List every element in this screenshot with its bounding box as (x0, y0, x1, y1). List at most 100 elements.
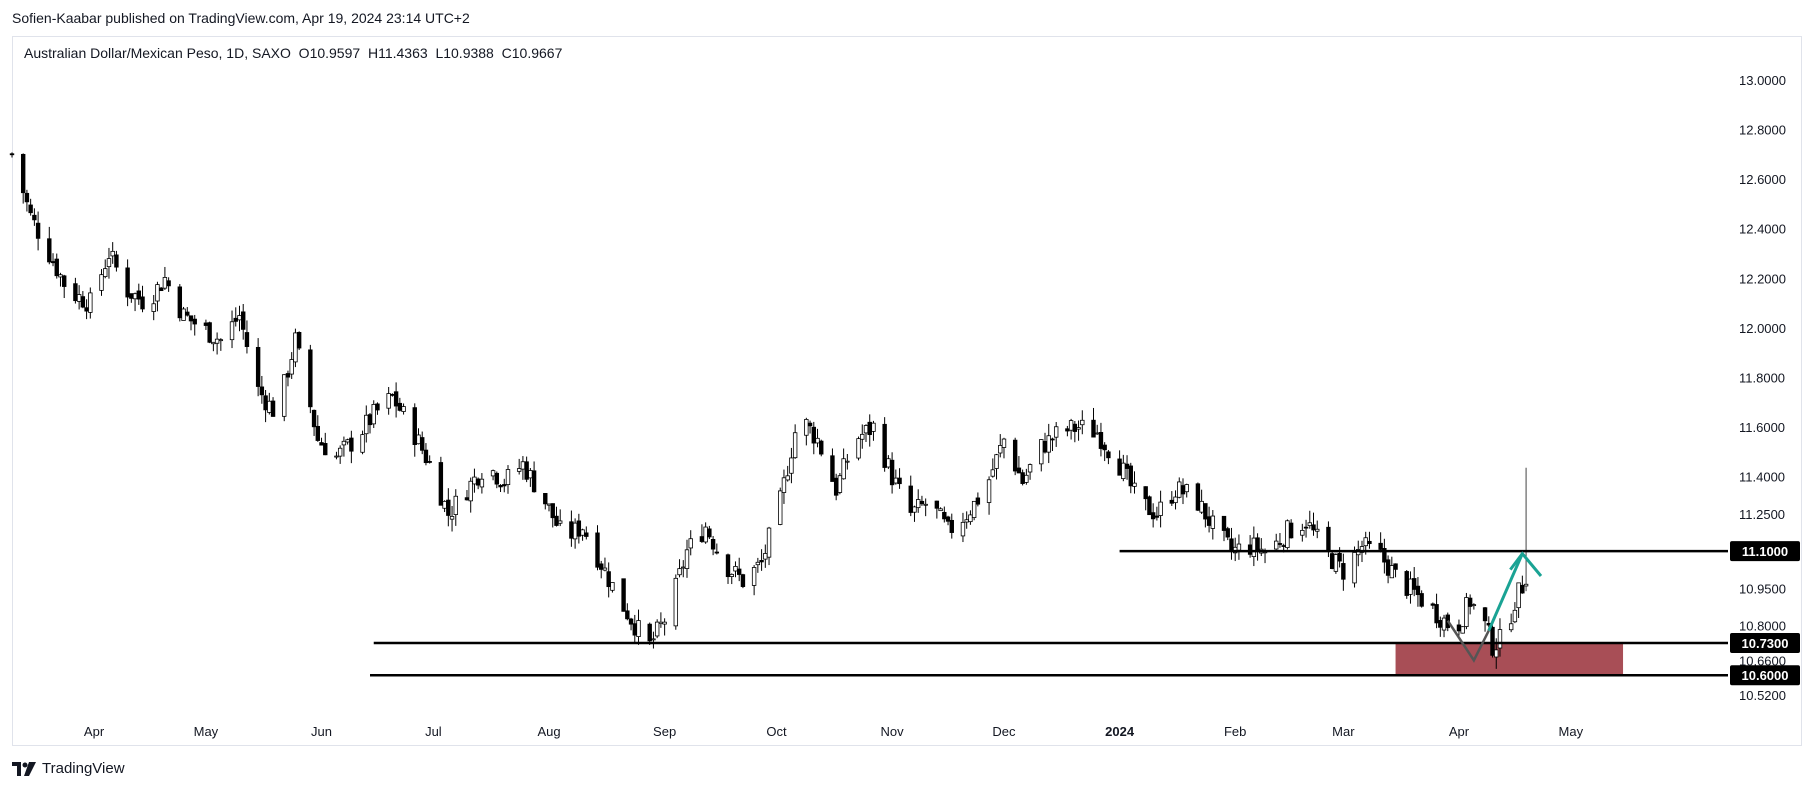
candle (505, 465, 511, 494)
candle (136, 283, 141, 305)
candle (1150, 503, 1156, 528)
candle (1024, 468, 1029, 485)
candle (446, 488, 451, 527)
up-arrow (1487, 553, 1524, 632)
candle (289, 352, 294, 379)
candle (315, 415, 320, 442)
candle (1147, 495, 1152, 516)
candle (475, 477, 481, 490)
candle (1016, 456, 1022, 474)
candle (367, 412, 373, 434)
candle (737, 557, 742, 582)
symbol-label: Australian Dollar/Mexican Peso, 1D, SAXO (24, 45, 291, 61)
candle (50, 253, 56, 267)
candle (259, 375, 265, 404)
candle (270, 397, 276, 417)
candle (1307, 510, 1312, 529)
candle (1199, 489, 1204, 515)
candle (334, 451, 339, 460)
candle (181, 306, 186, 321)
candle (1497, 618, 1503, 657)
candle (498, 484, 503, 492)
y-tick-label: 10.9500 (1739, 581, 1786, 596)
candle (1482, 606, 1488, 632)
candle (479, 473, 485, 494)
candle (994, 453, 999, 480)
candle (1102, 442, 1107, 462)
candle (1210, 510, 1216, 540)
candle (778, 487, 783, 526)
price-tag-label: 11.1000 (1742, 544, 1788, 559)
x-tick-label: Feb (1224, 724, 1246, 739)
candle (938, 507, 943, 512)
candle (740, 573, 746, 589)
y-tick-label: 11.2500 (1739, 507, 1785, 522)
candle (763, 544, 768, 568)
candle (132, 292, 138, 312)
candle (531, 461, 537, 493)
candle (1232, 537, 1238, 562)
candle (558, 509, 563, 527)
candle (106, 247, 112, 279)
candle (1027, 463, 1033, 480)
candle (494, 471, 500, 489)
candle (710, 535, 716, 556)
candle (1173, 490, 1178, 510)
y-tick-label: 11.4000 (1739, 470, 1785, 485)
candle (606, 562, 611, 598)
candle (833, 473, 839, 501)
candle (837, 473, 843, 495)
candle (162, 266, 168, 290)
candle (1229, 527, 1234, 560)
candle (684, 539, 690, 578)
x-tick-label: May (194, 724, 219, 739)
candle (990, 458, 995, 478)
candle (442, 500, 447, 513)
candle (1274, 533, 1279, 550)
candle (964, 511, 969, 529)
candle (263, 390, 268, 423)
candle (766, 526, 772, 566)
candle (341, 436, 347, 457)
candle (550, 503, 555, 528)
x-tick-label: Nov (881, 724, 905, 739)
x-tick-label: Jun (311, 724, 332, 739)
candle (1225, 526, 1230, 541)
candle (1460, 626, 1465, 634)
close-label: C (501, 45, 512, 61)
candle (293, 328, 298, 368)
candle (792, 424, 798, 459)
candle (632, 614, 637, 644)
candle (1053, 422, 1059, 447)
candle (576, 513, 582, 544)
candle (662, 618, 667, 636)
candle (897, 468, 902, 489)
candle (1098, 422, 1104, 457)
candle (789, 447, 794, 484)
candle (1341, 553, 1346, 591)
candle (80, 291, 86, 309)
candle (1046, 423, 1051, 464)
candle (1020, 469, 1025, 486)
candle (998, 434, 1003, 458)
candle (1068, 418, 1074, 440)
footer-brand[interactable]: TradingView (12, 760, 125, 777)
candle (1072, 420, 1078, 443)
candle (677, 559, 682, 578)
candle (1378, 532, 1383, 553)
candle (934, 500, 940, 519)
candle (311, 409, 317, 436)
candle (867, 414, 872, 447)
candle (1247, 535, 1253, 558)
candle (472, 468, 477, 493)
candle (449, 505, 455, 532)
candle (62, 274, 67, 299)
candle (364, 405, 369, 443)
y-tick-label: 12.0000 (1739, 321, 1786, 336)
candle (647, 622, 652, 645)
candle (621, 578, 626, 612)
candle (923, 498, 928, 517)
candle (1467, 594, 1473, 615)
candle (949, 513, 954, 539)
